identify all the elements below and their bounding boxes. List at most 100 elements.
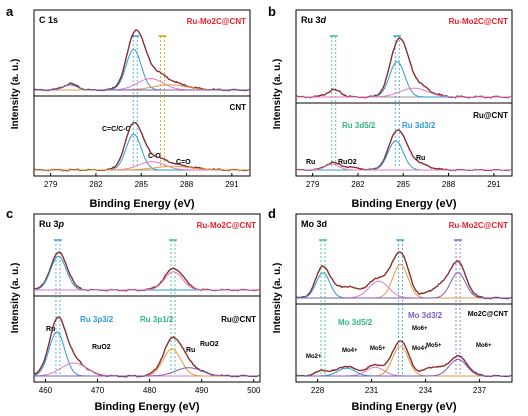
x-tick-label-b-4: 291 [487, 180, 501, 189]
series-fit-a-top [33, 29, 251, 92]
series-fit-b-top [295, 37, 513, 99]
x-tick-label-c-0: 460 [39, 386, 53, 395]
series-component-d-top-4 [296, 272, 512, 299]
annotation-mo6-2: Mo6+ [476, 343, 492, 349]
series-fit-c-top [33, 251, 261, 292]
plot-frame-a [33, 9, 251, 177]
x-tick-label-b-0: 279 [306, 180, 320, 189]
series-component-a-top-1 [34, 48, 250, 91]
panel-d: d Mo 3d Ru-Mo2C@CNT Mo2C@CNT Mo 3d5/2 Mo… [268, 206, 513, 413]
panel-letter-b: b [268, 4, 276, 19]
x-tick-label-a-0: 279 [44, 180, 58, 189]
y-axis-label-c: Intensity (a. u.) [10, 263, 21, 334]
panel-title-a: C 1s [39, 15, 58, 25]
x-tick-label-b-3: 288 [442, 180, 456, 189]
series-component-d-bottom-4 [296, 358, 512, 377]
x-tick-label-c-4: 500 [247, 386, 261, 395]
x-tick-label-d-0: 228 [311, 386, 325, 395]
sample-label-c-top: Ru-Mo2C@CNT [197, 221, 256, 230]
series-component-b-top-1 [296, 61, 512, 98]
annotation-mo3d32: Mo 3d3/2 [408, 311, 443, 320]
sample-label-a-top: Ru-Mo2C@CNT [187, 17, 246, 26]
panel-letter-a: a [6, 4, 14, 19]
sample-label-c-bottom: Ru@CNT [221, 315, 256, 324]
plot-frame-b [295, 9, 513, 177]
plot-area-b: 279 282 285 288 291 [295, 35, 513, 189]
annotation-b-ruo2: RuO2 [338, 159, 357, 166]
series-component-d-top-2 [296, 280, 512, 299]
annotation-b-ru-2: Ru [416, 155, 425, 162]
series-component-c-top-2 [34, 271, 260, 291]
x-tick-label-c-2: 480 [143, 386, 157, 395]
annotation-c-ru-1: Ru [46, 326, 55, 333]
panel-title-d: Mo 3d [301, 219, 327, 229]
series-component-a-bottom-1 [34, 133, 250, 171]
x-tick-label-a-1: 282 [89, 180, 103, 189]
sample-label-b-bottom: Ru@CNT [473, 111, 508, 120]
series-raw-c-bottom [33, 316, 261, 378]
series-component-c-bottom-3 [34, 348, 260, 377]
annotation-cc: C=C/C-C [102, 126, 131, 133]
series-component-c-bottom-4 [34, 367, 260, 377]
annotation-co: C-O [148, 153, 161, 160]
y-axis-label-b: Intensity (a. u.) [272, 59, 283, 130]
series-raw-b-top [295, 37, 513, 99]
x-axis-label-d: Binding Energy (eV) [351, 401, 456, 413]
series-component-d-top-3 [296, 263, 512, 299]
x-tick-label-a-4: 291 [225, 180, 239, 189]
panel-c: c Ru 3p Ru-Mo2C@CNT Ru@CNT Ru 3p3/2 Ru 3… [6, 206, 261, 413]
annotation-c-ruo2-2: RuO2 [200, 341, 219, 348]
series-raw-d-top [295, 251, 513, 300]
series-component-a-top-4 [34, 84, 250, 91]
annotation-ru3d52: Ru 3d5/2 [342, 121, 376, 130]
panel-letter-d: d [268, 206, 276, 221]
series-fit-d-top [295, 251, 513, 300]
annotation-mo4-1: Mo4+ [342, 348, 358, 354]
series-component-b-bottom-1 [296, 140, 512, 171]
panel-b: b Ru 3d Ru-Mo2C@CNT Ru@CNT Ru 3d5/2 Ru 3… [268, 4, 513, 210]
annotation-mo6-1: Mo6+ [412, 326, 428, 332]
panel-letter-c: c [6, 206, 13, 221]
annotation-mo5-2: Mo5+ [426, 343, 442, 349]
x-tick-label-d-1: 231 [365, 386, 379, 395]
sample-label-d-top: Ru-Mo2C@CNT [449, 221, 508, 230]
annotation-mo3d52: Mo 3d5/2 [338, 318, 373, 327]
series-component-b-bottom-2 [296, 163, 512, 171]
x-axis-label-b: Binding Energy (eV) [351, 198, 456, 210]
series-component-d-top-1 [296, 272, 512, 299]
series-fit-d-bottom [295, 340, 513, 377]
sample-label-d-bottom: Mo2C@CNT [468, 311, 509, 318]
plot-area-d: 228 231 234 237 [295, 239, 513, 395]
panel-title-b: Ru 3d [301, 15, 327, 25]
x-tick-label-a-2: 285 [135, 180, 149, 189]
y-axis-label-d: Intensity (a. u.) [272, 263, 283, 334]
series-component-c-top-1 [33, 256, 260, 291]
annotation-c-double-o: C=O [176, 159, 191, 166]
x-tick-label-d-2: 234 [419, 386, 433, 395]
x-axis-label-c: Binding Energy (eV) [94, 401, 199, 413]
annotation-mo5-1: Mo5+ [370, 346, 386, 352]
sample-label-a-bottom: CNT [230, 103, 247, 112]
annotation-ru3p12: Ru 3p1/2 [140, 315, 174, 324]
x-tick-label-a-3: 288 [180, 180, 194, 189]
series-component-b-top-2 [296, 87, 512, 98]
plot-frame-c [33, 213, 261, 383]
annotation-mo2: Mo2+ [306, 354, 322, 360]
x-tick-label-b-2: 285 [397, 180, 411, 189]
x-tick-label-c-1: 470 [91, 386, 105, 395]
plot-area-a: 279 282 285 288 291 [33, 29, 251, 189]
series-fit-c-bottom [33, 316, 261, 378]
x-tick-label-d-3: 237 [473, 386, 487, 395]
annotation-c-ru-2: Ru [186, 347, 195, 354]
annotation-b-ru-1: Ru [306, 159, 315, 166]
x-tick-label-c-3: 490 [195, 386, 209, 395]
panel-title-c: Ru 3p [39, 219, 65, 229]
annotation-ru3d32: Ru 3d3/2 [402, 121, 436, 130]
x-tick-label-b-1: 282 [351, 180, 365, 189]
sample-label-b-top: Ru-Mo2C@CNT [449, 17, 508, 26]
annotation-c-ruo2-1: RuO2 [92, 344, 111, 351]
plot-area-c: 460 470 480 490 500 [33, 239, 261, 395]
annotation-ru3p32: Ru 3p3/2 [80, 315, 114, 324]
annotation-mo4-2: Mo4+ [412, 346, 428, 352]
